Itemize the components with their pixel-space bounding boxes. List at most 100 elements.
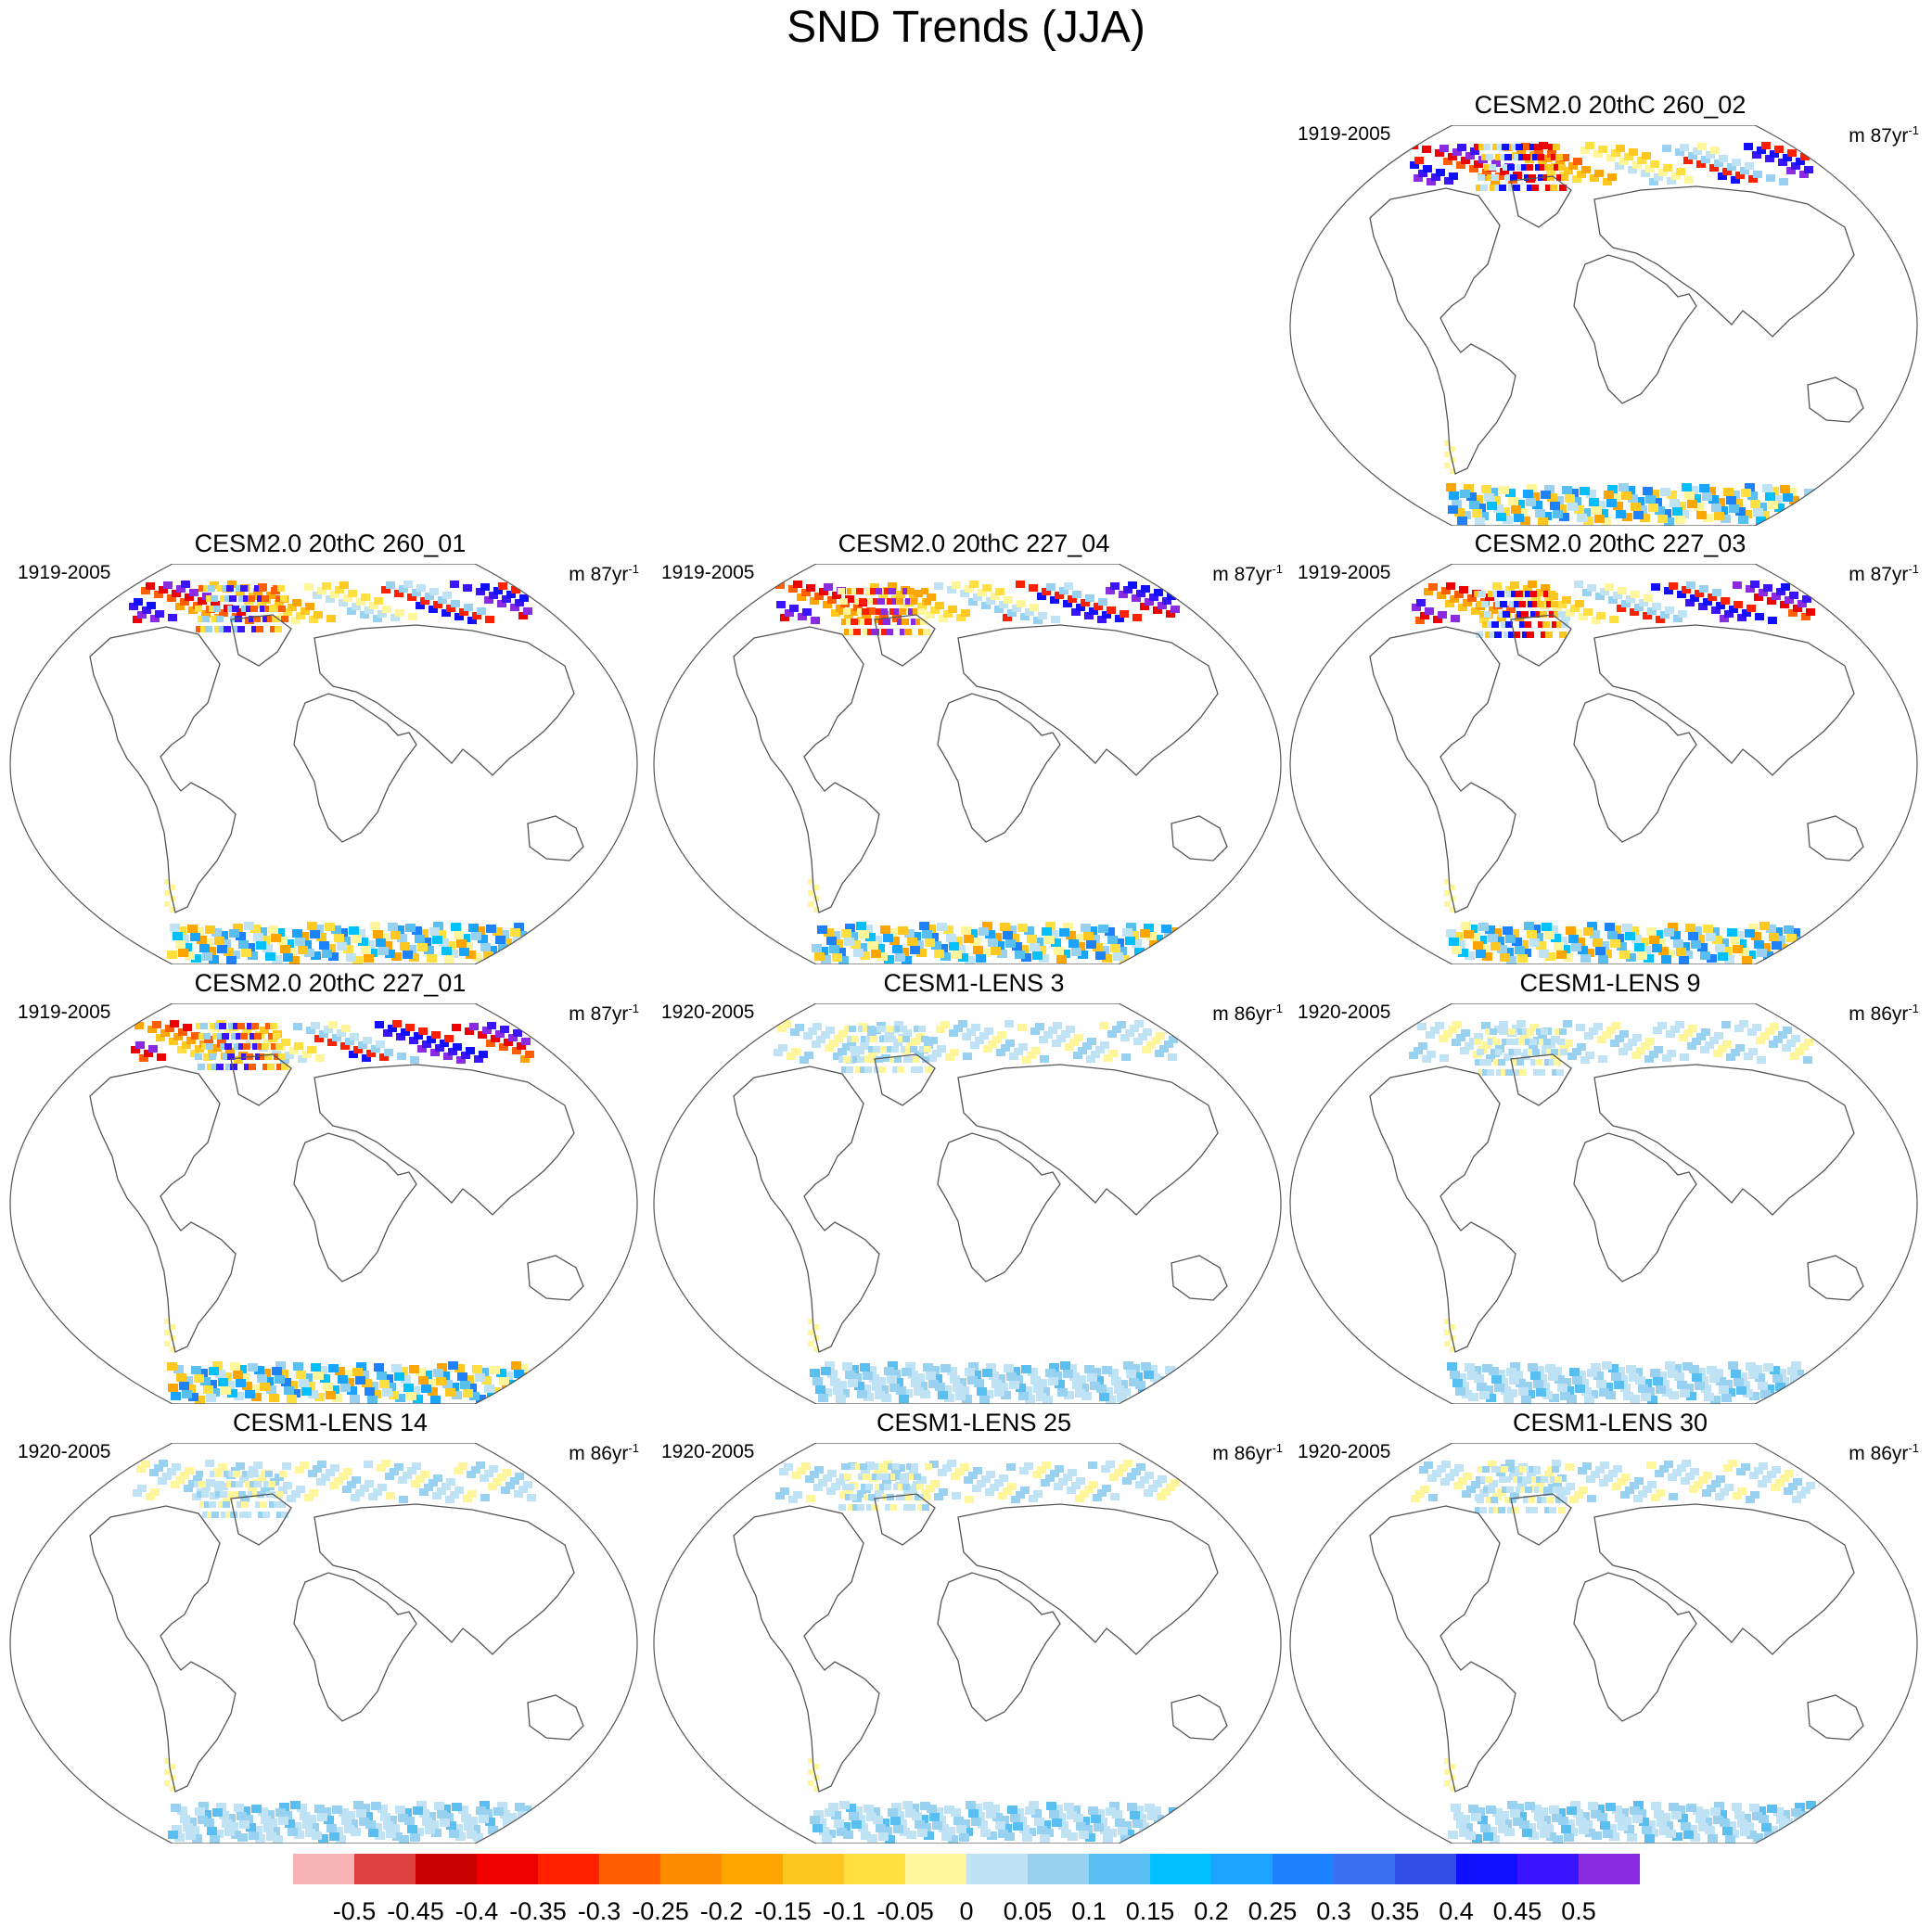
snow-trend-cell	[401, 1028, 410, 1036]
snow-trend-cell	[263, 1377, 274, 1385]
snow-trend-cell	[1546, 1049, 1554, 1055]
snow-trend-cell	[1722, 168, 1732, 175]
colorbar-tick-label: -0.45	[387, 1897, 444, 1925]
snow-trend-cell	[154, 1464, 163, 1472]
snow-trend-cell	[141, 1461, 150, 1468]
snow-trend-cell	[774, 1049, 783, 1056]
snow-trend-cell	[201, 1491, 209, 1498]
panel-units: m 87yr-1	[1849, 120, 1919, 147]
snow-trend-cell	[864, 1066, 872, 1073]
snow-trend-cell	[1629, 926, 1639, 935]
snow-trend-cell	[1737, 1819, 1747, 1828]
snow-trend-cell	[390, 931, 401, 939]
snow-trend-cell	[1788, 1483, 1798, 1490]
snow-trend-cell	[1557, 1384, 1567, 1392]
snow-trend-cell	[904, 929, 915, 938]
snow-trend-cell	[836, 948, 846, 956]
snow-trend-cell	[1525, 1039, 1532, 1045]
snow-trend-cell	[1622, 924, 1632, 932]
snow-trend-cell	[329, 1385, 339, 1394]
snow-trend-cell	[1711, 1480, 1721, 1487]
snow-trend-cell	[1595, 1466, 1605, 1474]
snow-trend-cell	[1003, 614, 1012, 621]
snow-trend-cell	[1547, 1466, 1555, 1473]
snow-trend-cell	[945, 1827, 955, 1835]
snow-trend-cell	[1757, 949, 1767, 957]
snow-trend-cell	[1494, 1384, 1504, 1392]
panel-units: m 86yr-1	[1212, 1437, 1283, 1465]
snow-trend-cell	[1110, 1493, 1120, 1500]
snow-trend-cell	[488, 1826, 498, 1834]
snow-trend-cell	[139, 1054, 148, 1062]
snow-trend-cell	[224, 626, 231, 632]
snow-trend-cell	[1802, 595, 1811, 603]
snow-trend-cell	[1513, 185, 1520, 191]
snow-trend-cell	[1015, 951, 1025, 959]
map-area	[1289, 1443, 1918, 1844]
colorbar-tick-label: -0.3	[577, 1897, 621, 1925]
snow-trend-cell	[1559, 632, 1567, 638]
snow-trend-cell	[1070, 1806, 1081, 1814]
snow-trend-cell	[1412, 604, 1421, 611]
snow-trend-cell	[1505, 621, 1513, 628]
snow-trend-cell	[348, 590, 357, 597]
snow-trend-cell	[1504, 1828, 1515, 1836]
snow-trend-cell	[1428, 1494, 1438, 1501]
map-panel: CESM2.0 20thC 227_01 1919-2005 m 87yr-1	[8, 968, 652, 1404]
snow-trend-cell	[1754, 940, 1764, 949]
snow-trend-cell	[847, 588, 854, 594]
snow-trend-cell	[1450, 1346, 1455, 1352]
snow-trend-cell	[1489, 164, 1496, 171]
snow-trend-cell	[1513, 1371, 1523, 1379]
snow-trend-cell	[418, 1376, 429, 1385]
snow-trend-cell	[1079, 1384, 1089, 1392]
snow-trend-cell	[908, 1056, 915, 1063]
snow-trend-cell	[521, 1806, 531, 1814]
snow-trend-cell	[1550, 185, 1557, 191]
snow-trend-cell	[939, 1824, 949, 1832]
snow-trend-cell	[1497, 144, 1504, 150]
snow-trend-cell	[1605, 583, 1614, 591]
snow-trend-cell	[900, 1026, 907, 1032]
snow-trend-cell	[1490, 185, 1497, 191]
snow-trend-cell	[1503, 948, 1514, 956]
snow-trend-cell	[1461, 157, 1470, 164]
snow-trend-cell	[1803, 1828, 1813, 1836]
snow-trend-cell	[870, 583, 879, 591]
snow-trend-cell	[388, 1025, 397, 1032]
panel-years: 1920-2005	[1298, 1441, 1391, 1462]
snow-trend-cell	[1577, 1043, 1586, 1051]
snow-trend-cell	[1082, 1042, 1092, 1050]
snow-trend-cell	[1529, 492, 1540, 501]
snow-trend-cell	[1533, 1380, 1543, 1388]
snow-trend-cell	[847, 1036, 854, 1042]
snow-trend-cell	[221, 939, 231, 948]
snow-trend-cell	[1795, 513, 1805, 521]
panel-years: 1920-2005	[661, 1002, 755, 1023]
snow-trend-cell	[1580, 954, 1591, 963]
snow-trend-cell	[1090, 1382, 1100, 1390]
snow-trend-cell	[1729, 1830, 1739, 1838]
snow-trend-cell	[315, 1054, 325, 1062]
snow-trend-cell	[1415, 617, 1425, 624]
snow-trend-cell	[517, 1042, 526, 1050]
snow-trend-cell	[911, 619, 918, 625]
snow-trend-cell	[856, 922, 866, 930]
snow-trend-cell	[1115, 1819, 1125, 1827]
snow-trend-cell	[1125, 937, 1135, 945]
snow-trend-cell	[1779, 1377, 1789, 1385]
snow-trend-cell	[1526, 164, 1533, 171]
snow-trend-cell	[379, 1053, 389, 1061]
snow-trend-cell	[1094, 1809, 1105, 1818]
snow-trend-cell	[466, 1047, 475, 1054]
snow-trend-cell	[812, 1023, 822, 1030]
snow-trend-cell	[226, 585, 234, 592]
snow-trend-cell	[507, 955, 518, 964]
snow-trend-cell	[1484, 164, 1491, 171]
snow-trend-cell	[934, 1493, 943, 1500]
snow-trend-cell	[200, 626, 208, 632]
snow-trend-cell	[1544, 485, 1555, 493]
snow-trend-cell	[965, 1496, 974, 1503]
snow-trend-cell	[1776, 1816, 1786, 1824]
snow-trend-cell	[361, 593, 370, 601]
